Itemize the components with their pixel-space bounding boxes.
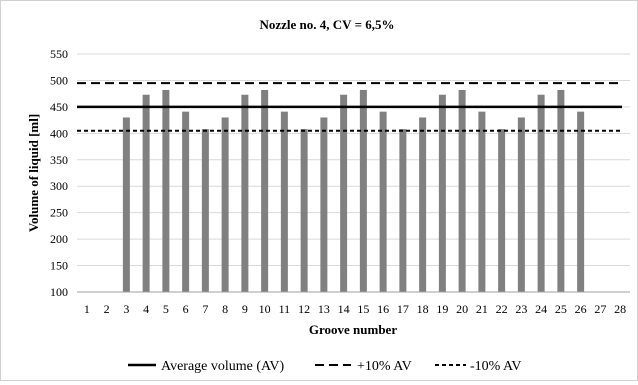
y-tick-label: 550 — [50, 47, 68, 61]
bar-groove-21 — [478, 111, 486, 292]
y-tick-label: 250 — [50, 206, 68, 220]
y-tick-labels: 100 150 200 250 300 350 400 450 500 550 — [50, 47, 68, 299]
x-tick-label: 24 — [535, 302, 547, 316]
x-tick-label: 16 — [377, 302, 389, 316]
x-tick-labels: 1 2 3 4 5 6 7 8 9 10 11 12 13 14 15 16 17 18 19 20 21 22 23 24 2… — [84, 302, 626, 316]
x-tick-label: 3 — [123, 302, 129, 316]
bar-groove-7 — [201, 129, 209, 292]
x-tick-label: 18 — [417, 302, 429, 316]
y-tick-label: 400 — [50, 126, 68, 140]
bar-groove-20 — [458, 89, 466, 292]
legend-label: +10% AV — [357, 359, 412, 374]
x-tick-label: 19 — [436, 302, 448, 316]
bar-groove-14 — [340, 94, 348, 292]
legend-label: -10% AV — [470, 359, 521, 374]
x-tick-label: 15 — [357, 302, 369, 316]
bar-groove-22 — [498, 129, 506, 292]
bar-groove-17 — [399, 129, 407, 292]
x-tick-label: 14 — [338, 302, 350, 316]
x-tick-label: 8 — [222, 302, 228, 316]
bars — [122, 89, 585, 292]
y-tick-label: 500 — [50, 73, 68, 87]
x-tick-label: 9 — [242, 302, 248, 316]
x-tick-label: 7 — [202, 302, 208, 316]
y-tick-label: 100 — [50, 285, 68, 299]
x-tick-label: 5 — [163, 302, 169, 316]
bar-groove-5 — [162, 89, 170, 292]
x-tick-label: 10 — [259, 302, 271, 316]
y-axis-title: Volume of liquid [ml] — [26, 114, 41, 232]
bar-groove-11 — [280, 111, 288, 292]
bar-groove-8 — [221, 117, 229, 292]
bar-groove-13 — [320, 117, 328, 292]
legend-label: Average volume (AV) — [161, 359, 284, 374]
bar-groove-15 — [359, 89, 367, 292]
x-tick-label: 27 — [594, 302, 606, 316]
bar-groove-9 — [241, 94, 249, 292]
chart-title: Nozzle no. 4, CV = 6,5% — [260, 17, 395, 32]
bar-groove-25 — [557, 89, 565, 292]
bar-groove-6 — [182, 111, 190, 292]
bar-groove-18 — [419, 117, 427, 292]
bar-groove-12 — [300, 129, 308, 292]
legend: Average volume (AV) +10% AV -10% AV — [128, 359, 521, 374]
bar-groove-19 — [438, 94, 446, 292]
y-tick-label: 350 — [50, 153, 68, 167]
y-tick-label: 200 — [50, 232, 68, 246]
x-tick-label: 25 — [555, 302, 567, 316]
x-tick-label: 1 — [84, 302, 90, 316]
x-tick-label: 17 — [397, 302, 409, 316]
bar-groove-3 — [122, 117, 130, 292]
y-tick-label: 450 — [50, 100, 68, 114]
x-tick-label: 2 — [104, 302, 110, 316]
y-tick-label: 150 — [50, 259, 68, 273]
bar-groove-16 — [379, 111, 387, 292]
x-tick-label: 20 — [456, 302, 468, 316]
reference-lines — [77, 82, 622, 132]
bar-groove-24 — [537, 94, 545, 292]
x-tick-label: 26 — [575, 302, 587, 316]
bar-groove-10 — [261, 89, 269, 292]
y-tick-label: 300 — [50, 179, 68, 193]
bar-groove-26 — [577, 111, 585, 292]
x-axis-title: Groove number — [309, 322, 397, 337]
x-tick-label: 23 — [515, 302, 527, 316]
bar-groove-4 — [142, 94, 150, 292]
x-tick-label: 28 — [614, 302, 626, 316]
x-tick-label: 6 — [183, 302, 189, 316]
x-tick-label: 22 — [496, 302, 508, 316]
x-tick-label: 12 — [298, 302, 310, 316]
x-tick-label: 21 — [476, 302, 488, 316]
x-tick-label: 4 — [143, 302, 149, 316]
x-tick-label: 13 — [318, 302, 330, 316]
x-tick-label: 11 — [279, 302, 291, 316]
bar-groove-23 — [517, 117, 525, 292]
gridlines — [77, 53, 630, 267]
